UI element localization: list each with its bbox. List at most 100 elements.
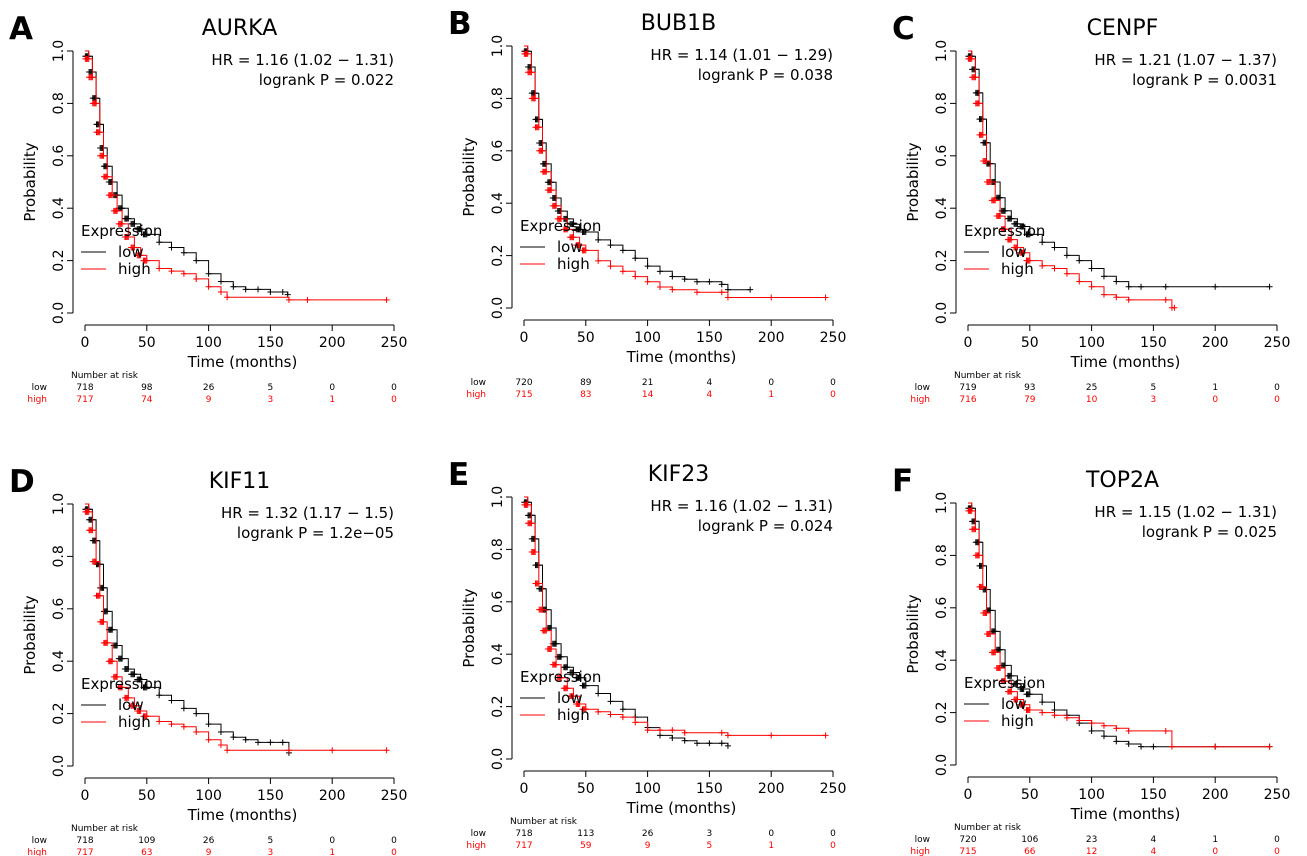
y-tick-label: 0.6 bbox=[490, 591, 506, 613]
censor-mark bbox=[988, 197, 995, 204]
risk-value: 0 bbox=[329, 383, 335, 393]
risk-row-label-low: low bbox=[32, 836, 47, 846]
censor-mark bbox=[156, 718, 163, 725]
censor-mark bbox=[579, 247, 586, 254]
risk-value: 717 bbox=[515, 841, 532, 851]
censor-mark bbox=[156, 265, 163, 272]
censor-mark bbox=[86, 68, 93, 75]
risk-value: 4 bbox=[707, 390, 713, 400]
censor-mark bbox=[521, 50, 528, 57]
censor-mark bbox=[632, 255, 639, 262]
censor-mark bbox=[230, 283, 237, 290]
censor-mark bbox=[1266, 743, 1273, 750]
risk-value: 9 bbox=[206, 848, 212, 856]
censor-mark bbox=[217, 742, 224, 749]
risk-value: 113 bbox=[577, 829, 594, 839]
censor-mark bbox=[193, 728, 200, 735]
censor-mark bbox=[976, 131, 983, 138]
panel-letter: F bbox=[892, 463, 913, 499]
risk-value: 0 bbox=[1274, 835, 1280, 845]
censor-mark bbox=[168, 697, 175, 704]
axes bbox=[950, 502, 1278, 783]
risk-table-heading: Number at risk bbox=[71, 824, 139, 834]
axes bbox=[67, 50, 395, 331]
y-tick-label: 0.4 bbox=[934, 197, 950, 219]
censor-mark bbox=[724, 732, 731, 739]
censor-mark bbox=[285, 747, 292, 754]
stats-line: HR = 1.15 (1.02 − 1.31) bbox=[1094, 503, 1277, 521]
censor-mark bbox=[1113, 738, 1120, 745]
censor-mark bbox=[549, 202, 556, 209]
y-tick-label: 1.0 bbox=[934, 492, 950, 514]
axes bbox=[506, 45, 834, 326]
censor-mark bbox=[724, 294, 731, 301]
censor-mark bbox=[619, 706, 626, 713]
x-tick-label: 150 bbox=[257, 335, 284, 351]
censor-mark bbox=[1017, 223, 1024, 230]
censor-marks-low bbox=[521, 499, 731, 749]
censor-mark bbox=[1125, 741, 1132, 748]
x-tick-label: 0 bbox=[520, 781, 529, 797]
risk-value: 716 bbox=[959, 395, 976, 405]
censor-mark bbox=[193, 710, 200, 717]
risk-value: 1 bbox=[1212, 383, 1218, 393]
x-tick-label: 100 bbox=[195, 335, 222, 351]
censor-mark bbox=[1063, 252, 1070, 259]
censor-mark bbox=[279, 739, 286, 746]
risk-value: 5 bbox=[707, 841, 713, 851]
stats-line: HR = 1.14 (1.01 − 1.29) bbox=[650, 46, 833, 64]
y-axis-label: Probability bbox=[904, 594, 922, 673]
censor-mark bbox=[983, 631, 990, 637]
y-tick-label: 0.8 bbox=[490, 538, 506, 560]
censor-mark bbox=[536, 606, 543, 613]
risk-value: 0 bbox=[329, 836, 335, 846]
censor-mark bbox=[193, 257, 200, 264]
y-tick-label: 0.8 bbox=[51, 92, 67, 114]
censor-mark bbox=[128, 244, 135, 251]
censor-mark bbox=[644, 727, 651, 734]
censor-mark bbox=[724, 742, 731, 749]
censor-mark bbox=[656, 732, 663, 739]
censor-mark bbox=[224, 747, 231, 754]
y-tick-label: 0.6 bbox=[51, 598, 67, 620]
censor-mark bbox=[1011, 244, 1018, 251]
stats-line: logrank P = 0.024 bbox=[698, 517, 833, 535]
censor-mark bbox=[567, 234, 574, 241]
risk-value: 93 bbox=[1024, 383, 1035, 393]
censor-mark bbox=[560, 664, 567, 671]
risk-row-label-high: high bbox=[466, 841, 486, 851]
censor-mark bbox=[595, 708, 602, 715]
censor-mark bbox=[1004, 215, 1011, 222]
censor-mark bbox=[115, 684, 122, 691]
censor-mark bbox=[134, 252, 141, 259]
censor-mark bbox=[656, 727, 663, 734]
censor-mark bbox=[285, 296, 292, 303]
y-tick-label: 0.2 bbox=[490, 695, 506, 717]
risk-value: 1 bbox=[329, 395, 335, 405]
censor-mark bbox=[134, 226, 141, 233]
censor-mark bbox=[180, 270, 187, 277]
censor-mark bbox=[1125, 283, 1132, 290]
risk-value: 0 bbox=[830, 378, 836, 388]
censor-marks-high bbox=[965, 55, 1178, 311]
censor-mark bbox=[965, 507, 972, 514]
censor-mark bbox=[140, 257, 147, 264]
censor-mark bbox=[706, 740, 713, 747]
y-tick-label: 1.0 bbox=[934, 40, 950, 62]
x-tick-label: 100 bbox=[634, 330, 661, 346]
censor-mark bbox=[1076, 257, 1083, 264]
stats-line: HR = 1.32 (1.17 − 1.5) bbox=[221, 504, 394, 522]
censor-mark bbox=[230, 734, 237, 741]
censor-mark bbox=[632, 273, 639, 280]
y-tick-label: 0.0 bbox=[934, 754, 950, 776]
censor-mark bbox=[97, 144, 104, 151]
censor-mark bbox=[554, 215, 561, 222]
censor-mark bbox=[134, 707, 141, 714]
x-tick-label: 50 bbox=[1021, 787, 1039, 803]
censor-mark bbox=[1076, 278, 1083, 285]
risk-value: 717 bbox=[76, 395, 93, 405]
censor-mark bbox=[1100, 291, 1107, 298]
risk-value: 14 bbox=[642, 390, 654, 400]
